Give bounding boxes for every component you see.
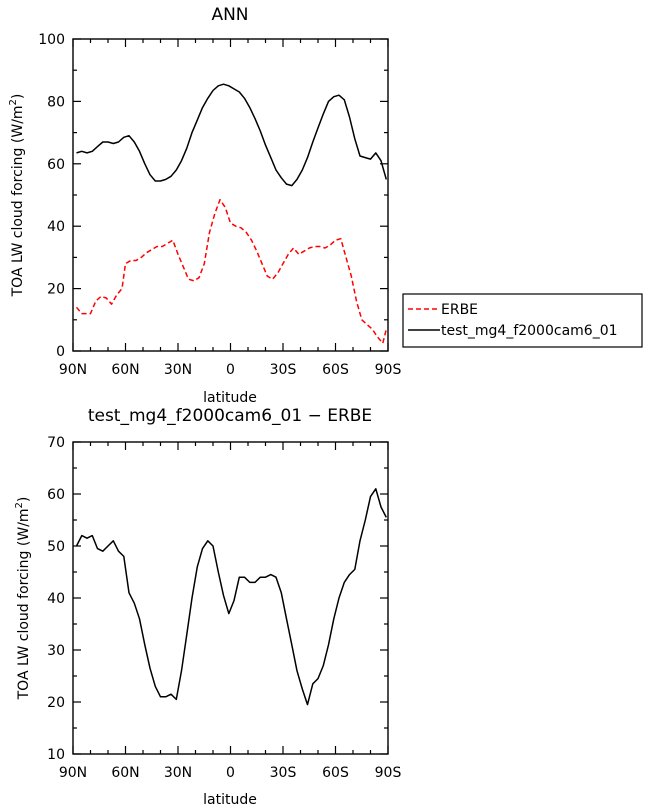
x-tick-label: 30S <box>270 362 297 378</box>
y-tick-label: 30 <box>47 643 65 659</box>
y-axis-label-sup: 2 <box>8 99 19 105</box>
series-line-test-mg4-f2000cam6-01 <box>76 83 388 187</box>
x-tick-label: 0 <box>226 362 235 378</box>
x-tick-label: 60N <box>111 765 139 781</box>
ticks <box>72 38 389 352</box>
ticks <box>72 441 389 755</box>
x-tick-label: 60N <box>111 362 139 378</box>
y-axis-label-main: TOA LW cloud forcing (W/m <box>16 508 32 700</box>
y-tick-label: 100 <box>38 32 65 48</box>
x-axis-label: latitude <box>203 390 257 406</box>
x-tick-label: 30S <box>270 765 297 781</box>
y-tick-label: 20 <box>47 282 65 298</box>
y-tick-label: 70 <box>47 435 65 451</box>
x-tick-label: 30N <box>164 765 192 781</box>
x-tick-label: 90S <box>375 765 402 781</box>
plot-frame <box>72 38 389 352</box>
legend-label-erbe: ERBE <box>441 302 478 318</box>
series-line <box>75 488 387 706</box>
legend-label-model: test_mg4_f2000cam6_01 <box>441 323 618 339</box>
x-tick-labels: 90N 60N 30N 0 30S 60S 90S <box>59 765 402 781</box>
y-axis-label-main: TOA LW cloud forcing (W/m <box>10 105 26 297</box>
y-tick-labels: 0 20 40 60 80 100 <box>38 32 65 360</box>
plot-lines <box>75 488 387 706</box>
y-tick-label: 40 <box>47 219 65 235</box>
x-tick-label: 60S <box>322 362 349 378</box>
y-axis-label-end: ) <box>10 94 26 99</box>
x-tick-label: 0 <box>226 765 235 781</box>
chart-title: test_mg4_f2000cam6_01 − ERBE <box>88 406 372 426</box>
top-panel: ANN 90N 60N 30N 0 30S 60S 90S 0 20 40 60 80 100 lat… <box>8 5 643 406</box>
y-axis-label: TOA LW cloud forcing (W/m2) <box>8 94 26 298</box>
plot-frame <box>72 441 389 755</box>
y-tick-label: 80 <box>47 94 65 110</box>
x-tick-label: 60S <box>322 765 349 781</box>
legend-box <box>402 293 643 348</box>
chart-title: ANN <box>211 5 248 25</box>
bottom-panel: test_mg4_f2000cam6_01 − ERBE 90N 60N 30N 0 3… <box>14 406 401 808</box>
plot-lines <box>75 83 388 344</box>
y-axis-label: TOA LW cloud forcing (W/m2) <box>14 497 32 701</box>
y-axis-label-end: ) <box>16 497 32 502</box>
x-tick-label: 90N <box>59 362 87 378</box>
y-tick-label: 0 <box>56 344 65 360</box>
y-tick-label: 40 <box>47 591 65 607</box>
x-tick-labels: 90N 60N 30N 0 30S 60S 90S <box>59 362 402 378</box>
y-tick-label: 60 <box>47 487 65 503</box>
legend: ERBE test_mg4_f2000cam6_01 <box>402 293 643 348</box>
y-tick-label: 50 <box>47 539 65 555</box>
x-tick-label: 90N <box>59 765 87 781</box>
y-tick-label: 10 <box>47 747 65 763</box>
x-axis-label: latitude <box>203 792 257 808</box>
y-tick-label: 20 <box>47 695 65 711</box>
y-tick-label: 60 <box>47 157 65 173</box>
x-tick-label: 30N <box>164 362 192 378</box>
y-tick-labels: 10 20 30 40 50 60 70 <box>47 435 65 763</box>
y-axis-label-sup: 2 <box>14 502 25 508</box>
x-tick-label: 90S <box>375 362 402 378</box>
series-line-erbe <box>75 198 388 344</box>
